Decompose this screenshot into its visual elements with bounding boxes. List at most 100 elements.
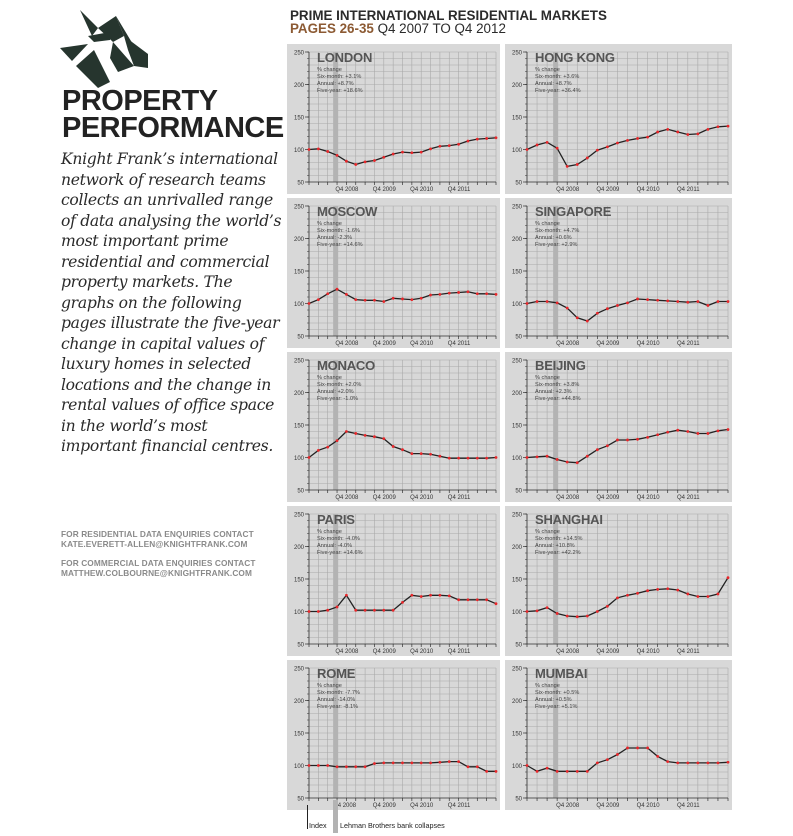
data-point bbox=[595, 148, 599, 152]
y-tick-label: 50 bbox=[297, 643, 304, 649]
data-point bbox=[419, 595, 423, 598]
chart-monaco: 50 100 150 200 250 Q4 2008 Q4 2009 Q4 2010 Q4 20… bbox=[287, 352, 500, 502]
data-point bbox=[391, 608, 395, 612]
data-point bbox=[706, 127, 710, 131]
y-tick-label: 100 bbox=[294, 764, 305, 770]
x-tick-label: Q4 2011 bbox=[448, 495, 471, 501]
data-point bbox=[373, 298, 376, 302]
y-tick-label: 200 bbox=[512, 699, 523, 705]
x-tick-label: Q4 2008 bbox=[556, 803, 580, 809]
x-tick-label: Q4 2011 bbox=[448, 649, 471, 655]
lehman-band bbox=[333, 206, 339, 336]
data-point bbox=[666, 430, 670, 434]
x-tick-label: Q4 2009 bbox=[373, 341, 397, 347]
chart-stats: % change Six-month: +0.5% Annual: +0.5% Fiv… bbox=[535, 683, 579, 711]
chart-moscow: 50 100 150 200 250 Q4 2008 Q4 2009 Q4 2010 Q4 20… bbox=[287, 198, 500, 348]
x-tick-label: Q4 2009 bbox=[596, 649, 620, 655]
stat-six-month: Six-month: +3.6% bbox=[535, 74, 580, 80]
y-tick-label: 250 bbox=[294, 667, 305, 673]
data-point bbox=[429, 593, 432, 597]
data-point bbox=[363, 298, 367, 302]
data-point bbox=[475, 598, 479, 602]
data-point bbox=[326, 150, 330, 153]
chart-mumbai: 50 100 150 200 250 Q4 2008 Q4 2009 Q4 2010 Q4 20… bbox=[505, 660, 732, 810]
stat-stats-header: % change bbox=[317, 529, 342, 535]
title-line-1: PROPERTY bbox=[62, 85, 218, 117]
data-point bbox=[555, 769, 559, 773]
data-point bbox=[419, 452, 423, 455]
data-point bbox=[585, 156, 589, 160]
stat-annual: Annual: +2.0% bbox=[317, 389, 354, 395]
stat-six-month: Six-month: -1.6% bbox=[317, 228, 360, 234]
chart-paris: 50 100 150 200 250 Q4 2008 Q4 2009 Q4 2010 Q4 20… bbox=[287, 506, 500, 656]
y-tick-label: 150 bbox=[512, 270, 523, 276]
data-point bbox=[565, 306, 569, 310]
data-point bbox=[555, 612, 559, 615]
data-point bbox=[626, 593, 629, 597]
x-tick-label: 4 2008 bbox=[338, 803, 357, 809]
data-point bbox=[535, 609, 539, 613]
data-point bbox=[535, 455, 539, 459]
chart-title: HONG KONG bbox=[535, 50, 615, 65]
y-tick-label: 50 bbox=[297, 489, 304, 495]
y-tick-label: 50 bbox=[297, 181, 304, 187]
stat-five-year: Five-year: +2.9% bbox=[535, 242, 578, 248]
data-point bbox=[345, 159, 348, 163]
data-point bbox=[345, 765, 348, 769]
data-point bbox=[354, 298, 358, 301]
data-point bbox=[410, 761, 414, 765]
data-point bbox=[447, 594, 451, 598]
stat-annual: Annual: +2.3% bbox=[535, 389, 572, 395]
data-point bbox=[606, 307, 609, 311]
stat-annual: Annual: -14.0% bbox=[317, 697, 356, 703]
data-point bbox=[382, 300, 386, 303]
x-tick-label: Q4 2009 bbox=[373, 649, 397, 655]
x-tick-label: Q4 2009 bbox=[596, 187, 620, 193]
data-point bbox=[485, 456, 489, 460]
data-point bbox=[595, 610, 599, 613]
data-point bbox=[447, 456, 451, 460]
chart-title: MOSCOW bbox=[317, 204, 378, 219]
x-tick-label: Q4 2011 bbox=[677, 495, 700, 501]
data-point bbox=[575, 316, 579, 320]
chart-beijing: 50 100 150 200 250 Q4 2008 Q4 2009 Q4 2010 Q4 20… bbox=[505, 352, 732, 502]
y-tick-label: 250 bbox=[294, 51, 305, 57]
chart-title: MUMBAI bbox=[535, 666, 588, 681]
chart-stats: % change Six-month: +3.8% Annual: +2.3% Fiv… bbox=[535, 375, 581, 403]
data-point bbox=[438, 760, 442, 764]
data-point bbox=[626, 301, 629, 305]
y-tick-label: 200 bbox=[512, 545, 523, 551]
data-point bbox=[706, 595, 710, 598]
data-point bbox=[585, 319, 589, 323]
y-tick-label: 50 bbox=[297, 335, 304, 341]
x-tick-label: Q4 2008 bbox=[335, 341, 359, 347]
stat-six-month: Six-month: +2.0% bbox=[317, 382, 362, 388]
y-tick-label: 150 bbox=[294, 270, 305, 276]
y-tick-label: 150 bbox=[512, 578, 523, 584]
stat-stats-header: % change bbox=[535, 221, 560, 227]
data-point bbox=[676, 428, 680, 432]
stat-annual: Annual: -2.3% bbox=[317, 235, 353, 241]
data-point bbox=[401, 297, 404, 301]
residential-contact-email[interactable]: KATE.EVERETT-ALLEN@KNIGHTFRANK.COM bbox=[61, 539, 248, 549]
stat-five-year: Five-year: +5.1% bbox=[535, 704, 578, 710]
data-point bbox=[706, 304, 710, 307]
stat-stats-header: % change bbox=[535, 67, 560, 73]
data-point bbox=[382, 761, 386, 765]
data-point bbox=[307, 456, 311, 459]
data-point bbox=[363, 765, 367, 769]
lehman-band bbox=[553, 514, 559, 644]
stat-stats-header: % change bbox=[317, 67, 342, 73]
data-point bbox=[382, 155, 386, 159]
x-tick-label: Q4 2011 bbox=[448, 341, 471, 347]
chart-svg: 50 100 150 200 250 Q4 2008 Q4 2009 Q4 2010 Q4 20… bbox=[294, 51, 498, 193]
commercial-contact-email[interactable]: MATTHEW.COLBOURNE@KNIGHTFRANK.COM bbox=[61, 568, 252, 578]
data-point bbox=[335, 287, 339, 291]
y-tick-label: 150 bbox=[294, 116, 305, 122]
data-point bbox=[686, 430, 690, 433]
data-point bbox=[326, 292, 330, 296]
x-tick-label: Q4 2011 bbox=[677, 649, 700, 655]
data-point bbox=[696, 132, 700, 136]
chart-title: PARIS bbox=[317, 512, 355, 527]
data-point bbox=[606, 145, 609, 149]
